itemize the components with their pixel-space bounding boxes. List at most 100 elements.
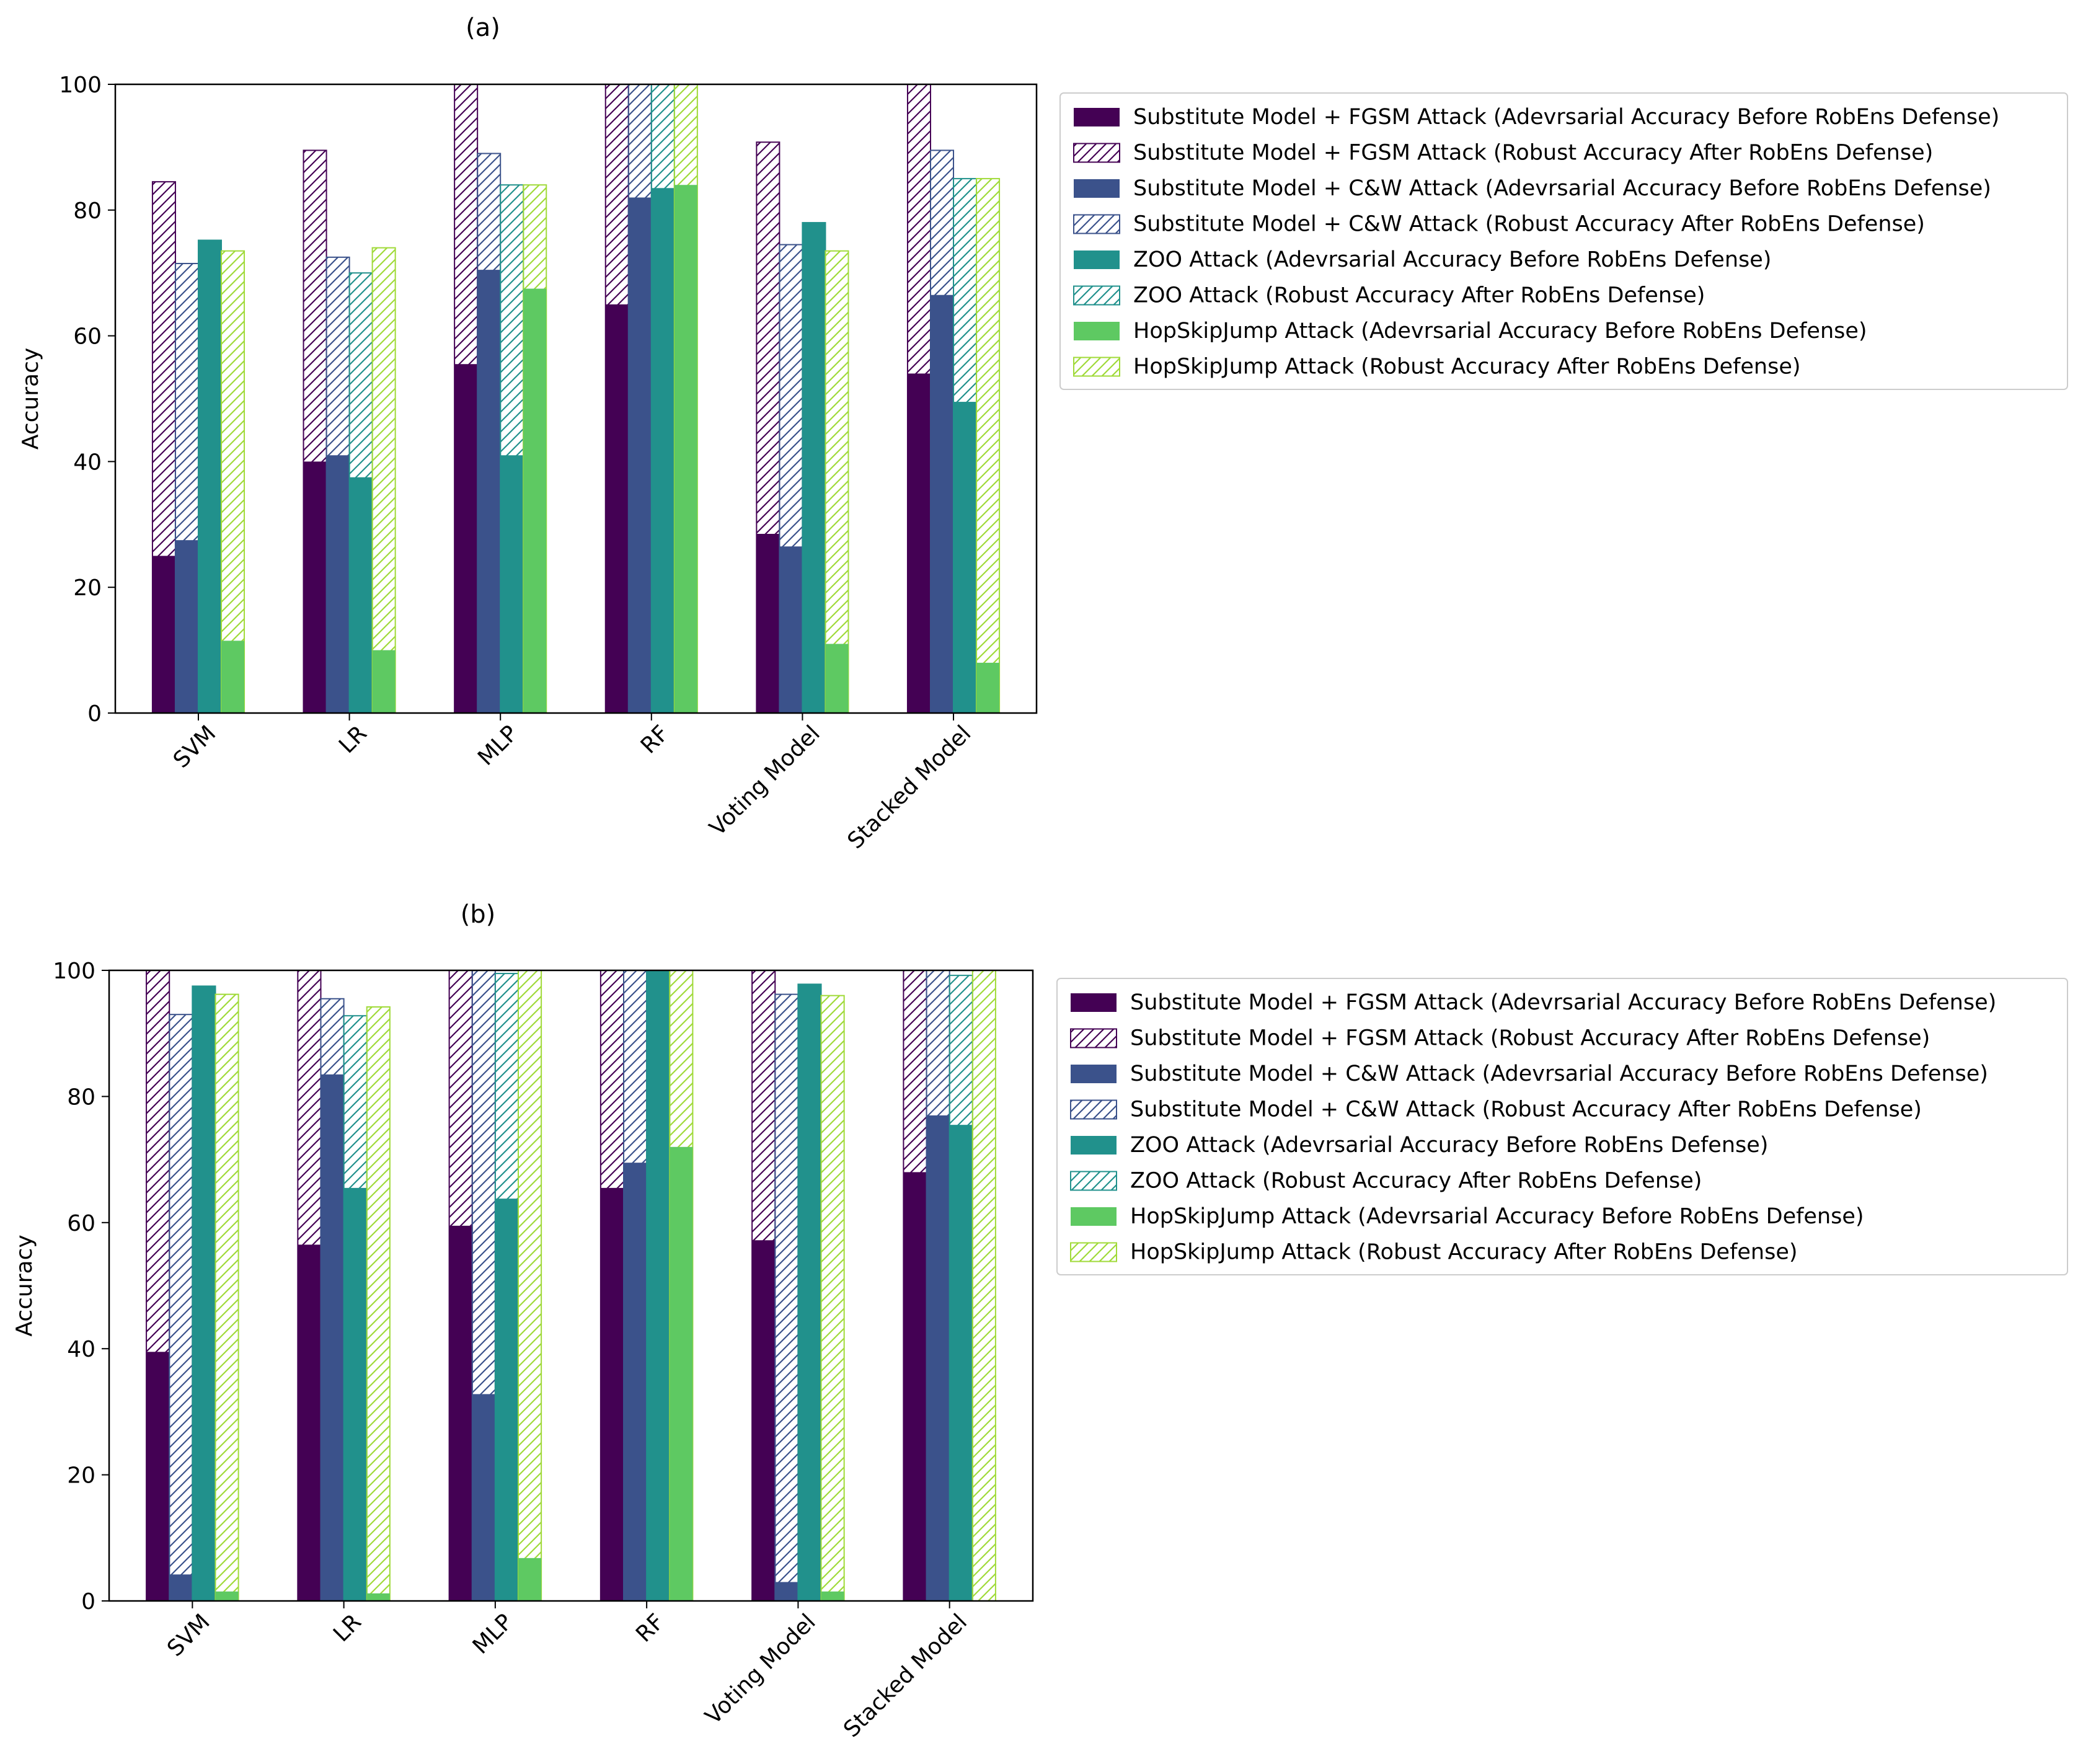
legend-swatch bbox=[1074, 250, 1120, 269]
plot-frame bbox=[108, 969, 1034, 1602]
bar-stacked-model-series-2 bbox=[930, 295, 954, 713]
y-axis-label: Accuracy bbox=[12, 1234, 37, 1336]
chart-title: (a) bbox=[466, 14, 500, 42]
x-tick-label: SVM bbox=[169, 720, 221, 773]
legend: Substitute Model + FGSM Attack (Adevrsar… bbox=[1056, 978, 2068, 1275]
plot-frame bbox=[114, 83, 1038, 714]
y-tick-label: 20 bbox=[73, 575, 102, 601]
x-tick-label: MLP bbox=[473, 720, 523, 770]
legend: Substitute Model + FGSM Attack (Adevrsar… bbox=[1059, 92, 2068, 390]
legend-entry: HopSkipJump Attack (Adevrsarial Accuracy… bbox=[1133, 319, 1867, 343]
bar-svm-series-4 bbox=[198, 240, 222, 713]
bar-lr-series-2 bbox=[321, 1074, 344, 1601]
bar-svm-series-0 bbox=[152, 556, 175, 713]
bar-mlp-series-6 bbox=[518, 1558, 542, 1601]
bar-rf-series-6 bbox=[674, 185, 697, 713]
bar-mlp-series-2 bbox=[477, 270, 501, 713]
chart-panel-b: (b) Accuracy 0 20 40 60 80 100 SVM LR MLP RF Voting … bbox=[12, 900, 2068, 1742]
bars bbox=[151, 84, 1001, 714]
x-tick-label: Stacked Model bbox=[839, 1609, 972, 1742]
legend-swatch bbox=[1073, 214, 1120, 234]
bar-mlp-series-0 bbox=[454, 364, 478, 713]
x-tick-label: RF bbox=[631, 1609, 669, 1647]
bar-stacked-model-series-7 bbox=[976, 178, 1001, 714]
bar-rf-series-2 bbox=[624, 1163, 647, 1601]
bar-lr-series-0 bbox=[303, 461, 327, 713]
y-axis: 0 20 40 60 80 100 bbox=[53, 959, 109, 1615]
bar-lr-series-7 bbox=[371, 247, 396, 714]
bar-voting-model-series-6 bbox=[821, 1591, 844, 1601]
legend-entry: Substitute Model + FGSM Attack (Adevrsar… bbox=[1130, 990, 1996, 1015]
legend-swatch bbox=[1070, 1028, 1117, 1048]
legend-entry: Substitute Model + FGSM Attack (Robust A… bbox=[1130, 1026, 1930, 1051]
x-tick-label: LR bbox=[334, 720, 372, 758]
legend-swatch bbox=[1073, 285, 1120, 306]
bar-svm-series-2 bbox=[169, 1574, 193, 1601]
legend-swatch bbox=[1070, 1242, 1117, 1262]
bar-mlp-series-4 bbox=[500, 455, 524, 713]
bar-svm-series-4 bbox=[192, 986, 216, 1601]
legend-swatch bbox=[1074, 322, 1120, 340]
bar-svm-series-6 bbox=[221, 640, 245, 713]
bar-stacked-model-series-4 bbox=[953, 402, 977, 713]
bar-voting-model-series-4 bbox=[802, 223, 826, 714]
bar-rf-series-0 bbox=[600, 1187, 624, 1601]
y-tick-label: 0 bbox=[87, 701, 102, 727]
legend-entry: ZOO Attack (Robust Accuracy After RobEns… bbox=[1133, 283, 1705, 308]
bar-lr-series-6 bbox=[366, 1593, 390, 1601]
bar-svm-series-2 bbox=[175, 540, 198, 713]
bar-voting-model-series-6 bbox=[825, 644, 849, 713]
bar-voting-model-series-0 bbox=[756, 534, 780, 713]
y-axis: 0 20 40 60 80 100 bbox=[59, 73, 115, 727]
bar-rf-series-0 bbox=[605, 304, 629, 713]
legend-entry: ZOO Attack (Adevrsarial Accuracy Before … bbox=[1130, 1133, 1768, 1158]
x-tick-label: RF bbox=[636, 720, 674, 758]
bar-mlp-series-0 bbox=[449, 1225, 472, 1601]
y-tick-label: 20 bbox=[67, 1463, 95, 1489]
bar-stacked-model-series-0 bbox=[903, 1172, 927, 1601]
legend-entry: HopSkipJump Attack (Robust Accuracy Afte… bbox=[1133, 355, 1801, 379]
bar-lr-series-0 bbox=[298, 1244, 321, 1601]
bar-rf-series-4 bbox=[647, 970, 670, 1601]
y-tick-label: 80 bbox=[73, 198, 102, 224]
bar-lr-series-7 bbox=[366, 1006, 391, 1602]
legend-entry: HopSkipJump Attack (Robust Accuracy Afte… bbox=[1130, 1240, 1798, 1265]
bar-stacked-model-series-6 bbox=[976, 662, 1000, 713]
y-tick-label: 60 bbox=[67, 1211, 95, 1236]
x-tick-label: Stacked Model bbox=[842, 720, 976, 854]
x-tick-label: LR bbox=[329, 1609, 366, 1647]
legend-swatch bbox=[1071, 1207, 1117, 1226]
x-tick-label: Voting Model bbox=[701, 1609, 821, 1729]
bar-voting-model-series-3 bbox=[774, 993, 799, 1602]
bar-mlp-series-4 bbox=[495, 1199, 518, 1601]
legend-entry: Substitute Model + C&W Attack (Adevrsari… bbox=[1133, 176, 1991, 201]
legend-entry: HopSkipJump Attack (Adevrsarial Accuracy… bbox=[1130, 1204, 1864, 1229]
legend-swatch bbox=[1073, 357, 1120, 377]
legend-box bbox=[1056, 978, 2068, 1275]
bar-rf-series-6 bbox=[670, 1146, 693, 1601]
bar-stacked-model-series-2 bbox=[926, 1115, 950, 1601]
legend-swatch bbox=[1073, 143, 1120, 163]
y-tick-label: 100 bbox=[53, 959, 95, 984]
legend-entry: Substitute Model + C&W Attack (Adevrsari… bbox=[1130, 1062, 1988, 1086]
x-tick-label: SVM bbox=[162, 1609, 215, 1662]
y-tick-label: 60 bbox=[73, 324, 102, 350]
y-tick-label: 40 bbox=[67, 1337, 95, 1362]
legend-swatch bbox=[1071, 1065, 1117, 1083]
bar-mlp-series-7 bbox=[517, 970, 542, 1602]
bar-stacked-model-series-4 bbox=[949, 1125, 973, 1601]
bar-rf-series-2 bbox=[628, 197, 652, 713]
chart-panel-a: (a) Accuracy 0 20 40 60 80 100 SVM LR MLP RF Voting … bbox=[18, 14, 2068, 854]
x-tick-label: MLP bbox=[468, 1609, 518, 1659]
bar-svm-series-3 bbox=[169, 1014, 193, 1602]
x-tick-label: Voting Model bbox=[705, 720, 825, 841]
bar-mlp-series-2 bbox=[472, 1394, 495, 1601]
bars bbox=[146, 970, 996, 1602]
legend-entry: Substitute Model + FGSM Attack (Adevrsar… bbox=[1133, 105, 1999, 130]
legend-swatch bbox=[1074, 179, 1120, 198]
bar-voting-model-series-7 bbox=[820, 995, 845, 1602]
bar-voting-model-series-4 bbox=[798, 984, 821, 1601]
legend-entry: ZOO Attack (Adevrsarial Accuracy Before … bbox=[1133, 247, 1771, 272]
y-tick-label: 40 bbox=[73, 450, 102, 475]
